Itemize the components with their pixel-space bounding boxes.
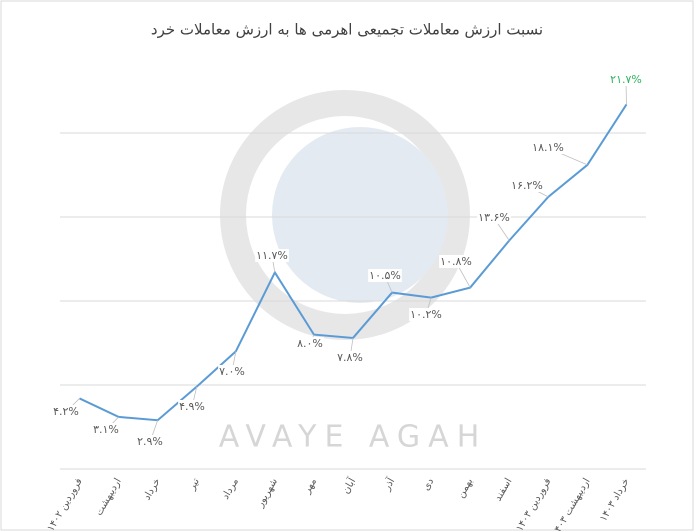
x-tick-label: دی xyxy=(421,477,437,493)
label-bg xyxy=(439,255,473,268)
data-label: ۷.۰% xyxy=(219,365,245,378)
label-bg xyxy=(510,179,544,192)
data-label: ۱۰.۲% xyxy=(410,308,442,321)
data-label: ۱۰.۵% xyxy=(369,269,401,282)
data-label: ۴.۲% xyxy=(53,405,79,418)
label-bg xyxy=(336,351,364,364)
label-bg xyxy=(136,435,164,448)
label-bg xyxy=(92,423,120,436)
watermark-logo xyxy=(220,90,470,340)
label-bg xyxy=(52,405,80,418)
x-tick-label: تیر xyxy=(186,476,202,492)
data-label: ۸.۰% xyxy=(297,337,323,350)
label-bg xyxy=(255,249,289,262)
label-bg xyxy=(477,211,511,224)
label-bg xyxy=(609,73,643,86)
data-label: ۱۸.۱% xyxy=(532,141,564,154)
label-bg xyxy=(531,141,565,154)
label-bg xyxy=(296,337,324,350)
data-label: ۷.۸% xyxy=(337,351,363,364)
label-bg xyxy=(409,308,443,321)
label-bg xyxy=(218,365,246,378)
data-label: ۱۱.۷% xyxy=(256,249,288,262)
watermark: AVAYE AGAH xyxy=(219,420,488,455)
label-bg xyxy=(178,400,206,413)
data-label: ۲۱.۷% xyxy=(610,73,642,86)
data-label: ۱۶.۲% xyxy=(511,179,543,192)
data-label: ۱۰.۸% xyxy=(440,255,472,268)
data-label: ۲.۹% xyxy=(137,435,163,448)
data-label: ۱۳.۶% xyxy=(478,211,510,224)
data-label: ۳.۱% xyxy=(93,423,119,436)
chart-title: نسبت ارزش معاملات تجمیعی اهرمی ها به ارز… xyxy=(151,21,543,39)
data-label: ۴.۹% xyxy=(179,400,205,413)
label-bg xyxy=(368,269,402,282)
